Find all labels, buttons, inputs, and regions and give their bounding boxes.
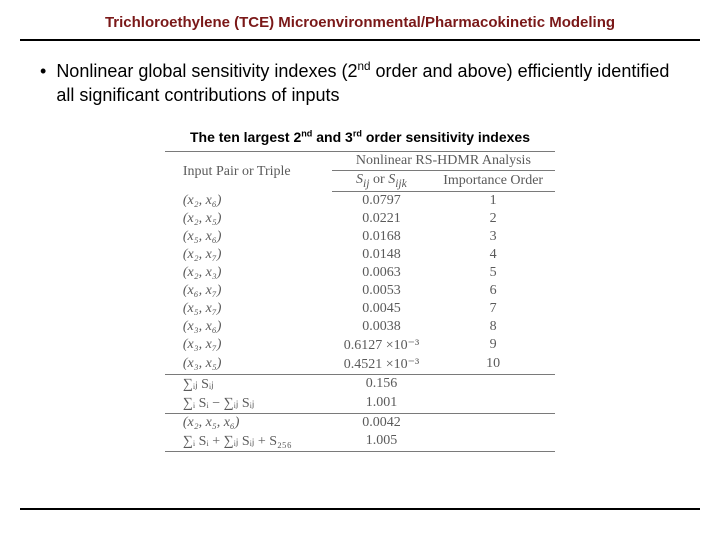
cell-pair: (x₅, x₇)	[165, 300, 332, 318]
footer-rule	[20, 508, 700, 510]
caption-p1: The ten largest 2	[190, 129, 301, 145]
caption-p3: order sensitivity indexes	[362, 129, 530, 145]
cell-sij: 0.0148	[332, 246, 431, 264]
bullet-text: Nonlinear global sensitivity indexes (2n…	[56, 59, 680, 107]
cell-sij: 0.0221	[332, 210, 431, 228]
cell-sij: 0.0797	[332, 191, 431, 210]
sijk-ijk: ijk	[395, 177, 407, 190]
table-row: (x₃, x₆)0.00388	[165, 318, 555, 336]
sum-val: 0.156	[332, 374, 431, 394]
table-row: (x₂, x₇)0.01484	[165, 246, 555, 264]
summary-row: ∑ᵢ Sᵢ + ∑ᵢⱼ Sᵢⱼ + S₂₅₆1.005	[165, 432, 555, 452]
table-row: (x₅, x₇)0.00457	[165, 300, 555, 318]
cell-pair: (x₃, x₅)	[165, 355, 332, 375]
table-wrap: Input Pair or Triple Nonlinear RS-HDMR A…	[0, 151, 720, 452]
page-title: Trichloroethylene (TCE) Microenvironment…	[0, 0, 720, 39]
cell-sij: 0.0053	[332, 282, 431, 300]
caption-p2: and 3	[312, 129, 352, 145]
cell-pair: (x₃, x₇)	[165, 336, 332, 355]
cell-ord: 9	[431, 336, 555, 355]
col-head-sij: Sij or Sijk	[332, 171, 431, 192]
table-row: (x₂, x₆)0.07971	[165, 191, 555, 210]
sum-val: 1.001	[332, 394, 431, 414]
col-head-importance: Importance Order	[431, 171, 555, 192]
table-row: (x₃, x₇)0.6127 ×10⁻³9	[165, 336, 555, 355]
table-row: (x₂, x₃)0.00635	[165, 264, 555, 282]
sum-label: (x₂, x₅, x₆)	[165, 413, 332, 432]
cell-sij: 0.0045	[332, 300, 431, 318]
caption-s2: rd	[353, 128, 362, 138]
cell-sij: 0.0168	[332, 228, 431, 246]
sum-label: ∑ᵢ Sᵢ + ∑ᵢⱼ Sᵢⱼ + S₂₅₆	[165, 432, 332, 452]
sij-or: or	[370, 172, 389, 187]
cell-pair: (x₆, x₇)	[165, 282, 332, 300]
cell-ord: 4	[431, 246, 555, 264]
cell-ord: 6	[431, 282, 555, 300]
cell-ord: 2	[431, 210, 555, 228]
cell-ord: 5	[431, 264, 555, 282]
cell-pair: (x₂, x₆)	[165, 191, 332, 210]
cell-ord: 1	[431, 191, 555, 210]
sij-S: S	[356, 172, 363, 187]
sum-label: ∑ᵢⱼ Sᵢⱼ	[165, 374, 332, 394]
table-row: (x₂, x₅)0.02212	[165, 210, 555, 228]
col-head-pair: Input Pair or Triple	[165, 152, 332, 192]
cell-ord: 3	[431, 228, 555, 246]
table-row: (x₆, x₇)0.00536	[165, 282, 555, 300]
table-row: (x₃, x₅)0.4521 ×10⁻³10	[165, 355, 555, 375]
table-caption: The ten largest 2nd and 3rd order sensit…	[0, 107, 720, 151]
cell-pair: (x₅, x₆)	[165, 228, 332, 246]
caption-s1: nd	[301, 128, 312, 138]
slide: Trichloroethylene (TCE) Microenvironment…	[0, 0, 720, 540]
cell-sij: 0.4521 ×10⁻³	[332, 355, 431, 375]
cell-ord: 8	[431, 318, 555, 336]
sum-label: ∑ᵢ Sᵢ − ∑ᵢⱼ Sᵢⱼ	[165, 394, 332, 414]
cell-pair: (x₃, x₆)	[165, 318, 332, 336]
summary-row: ∑ᵢⱼ Sᵢⱼ0.156	[165, 374, 555, 394]
bullet-marker: •	[40, 59, 56, 83]
bullet-sup: nd	[357, 60, 370, 73]
cell-pair: (x₂, x₅)	[165, 210, 332, 228]
sum-val: 0.0042	[332, 413, 431, 432]
cell-sij: 0.6127 ×10⁻³	[332, 336, 431, 355]
table-row: (x₅, x₆)0.01683	[165, 228, 555, 246]
cell-sij: 0.0038	[332, 318, 431, 336]
col-head-span: Nonlinear RS-HDMR Analysis	[332, 152, 555, 171]
summary-row: ∑ᵢ Sᵢ − ∑ᵢⱼ Sᵢⱼ1.001	[165, 394, 555, 414]
cell-pair: (x₂, x₃)	[165, 264, 332, 282]
bullet-item: • Nonlinear global sensitivity indexes (…	[0, 41, 720, 107]
bullet-text-pre: Nonlinear global sensitivity indexes (2	[56, 61, 357, 81]
cell-ord: 10	[431, 355, 555, 375]
sum-val: 1.005	[332, 432, 431, 452]
cell-pair: (x₂, x₇)	[165, 246, 332, 264]
header-row-1: Input Pair or Triple Nonlinear RS-HDMR A…	[165, 152, 555, 171]
sensitivity-table: Input Pair or Triple Nonlinear RS-HDMR A…	[165, 151, 555, 452]
summary-row: (x₂, x₅, x₆)0.0042	[165, 413, 555, 432]
cell-ord: 7	[431, 300, 555, 318]
cell-sij: 0.0063	[332, 264, 431, 282]
